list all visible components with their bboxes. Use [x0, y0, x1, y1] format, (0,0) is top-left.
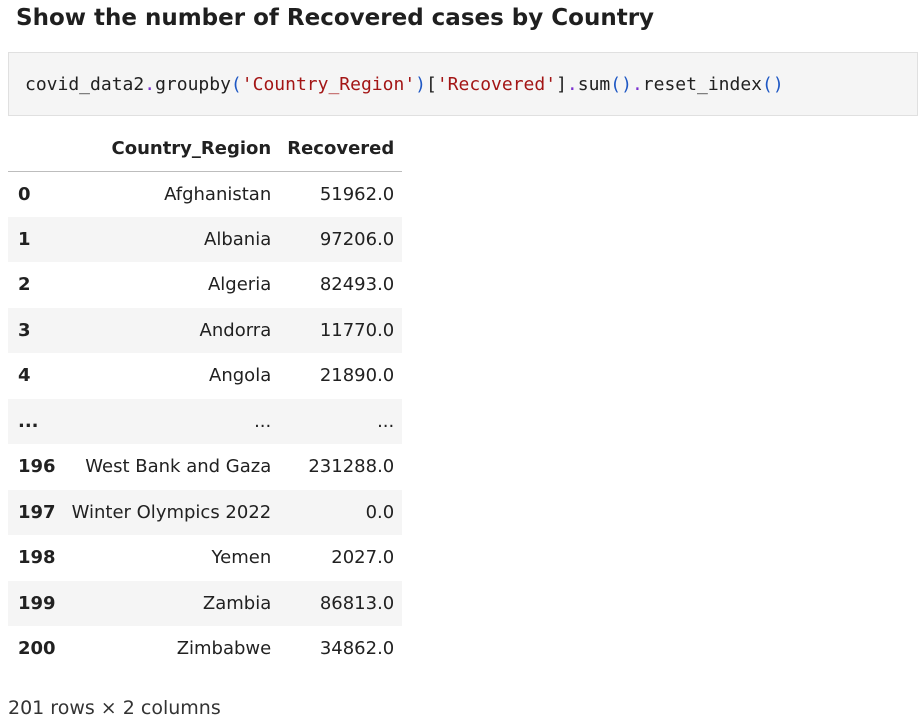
code-token: .: [144, 74, 156, 95]
cell-country-region: ...: [254, 410, 272, 432]
table-row: 197 Winter Olympics 2022 0.0: [8, 489, 403, 535]
code-token: covid_data2: [25, 74, 145, 95]
row-index: 0: [18, 183, 31, 205]
row-index: 200: [18, 638, 56, 660]
code-token: sum: [577, 74, 611, 95]
cell-recovered: 34862.0: [319, 638, 395, 660]
code-token: ]: [556, 74, 567, 95]
index-header: [8, 126, 64, 172]
column-header-country-region: Country_Region: [63, 126, 280, 172]
row-index: 3: [18, 319, 31, 341]
code-token: [: [426, 74, 437, 95]
cell-country-region: Albania: [204, 228, 272, 250]
cell-recovered: 51962.0: [319, 183, 395, 205]
row-index: 199: [18, 592, 56, 614]
table-row: 3 Andorra 11770.0: [8, 307, 403, 353]
row-index: 4: [18, 365, 31, 387]
code-token: groupby: [155, 74, 231, 95]
table-row: 0 Afghanistan 51962.0: [8, 171, 402, 217]
section-heading: Show the number of Recovered cases by Co…: [16, 5, 655, 31]
row-index: 197: [18, 501, 56, 523]
code-token: (): [762, 74, 784, 95]
cell-country-region: West Bank and Gaza: [85, 456, 272, 478]
row-index: 196: [18, 456, 56, 478]
row-index: 2: [18, 274, 31, 296]
cell-country-region: Zambia: [202, 592, 272, 614]
dataframe-table: Country_Region Recovered 0 Afghanistan 519…: [8, 126, 403, 672]
cell-country-region: Yemen: [211, 547, 272, 569]
table-row: 196 West Bank and Gaza 231288.0: [8, 444, 402, 490]
cell-recovered: 231288.0: [308, 456, 395, 478]
table-row: .........: [8, 398, 403, 444]
cell-recovered: 82493.0: [319, 274, 395, 296]
code-token: (: [230, 74, 242, 95]
table-row: 200 Zimbabwe 34862.0: [8, 626, 402, 672]
code-token: .: [566, 74, 578, 95]
cell-recovered: 86813.0: [319, 592, 395, 614]
table-row: 2 Algeria 82493.0: [8, 262, 402, 308]
row-count-summary: 201 rows × 2 columns: [8, 697, 221, 719]
code-token: .: [631, 74, 643, 95]
code-token: ): [415, 74, 426, 95]
code-token: 'Country_Region': [241, 74, 416, 95]
cell-country-region: Angola: [209, 365, 272, 387]
code-token: 'Recovered': [436, 74, 557, 95]
cell-recovered: ...: [377, 410, 395, 432]
code-token: (): [610, 74, 632, 95]
table-row: 1 Albania 97206.0: [8, 216, 403, 262]
cell-recovered: 11770.0: [319, 319, 395, 341]
code-cell[interactable]: covid_data2.groupby('Country_Region')['R…: [8, 52, 918, 116]
cell-recovered: 97206.0: [319, 228, 395, 250]
code-line: covid_data2.groupby('Country_Region')['R…: [25, 73, 784, 97]
table-row: 199 Zambia 86813.0: [8, 580, 403, 626]
row-index: ...: [18, 410, 39, 432]
cell-country-region: Winter Olympics 2022: [71, 501, 272, 523]
cell-country-region: Algeria: [207, 274, 272, 296]
code-token: reset_index: [642, 74, 763, 95]
cell-recovered: 0.0: [365, 501, 395, 523]
cell-country-region: Zimbabwe: [176, 638, 272, 660]
row-index: 198: [18, 547, 56, 569]
cell-recovered: 21890.0: [319, 365, 395, 387]
table-row: 4 Angola 21890.0: [8, 353, 402, 399]
table-row: 198 Yemen 2027.0: [8, 535, 402, 581]
cell-recovered: 2027.0: [331, 547, 395, 569]
cell-country-region: Andorra: [199, 319, 272, 341]
column-header-recovered: Recovered: [279, 126, 403, 172]
cell-country-region: Afghanistan: [164, 183, 272, 205]
row-index: 1: [18, 228, 31, 250]
table-header-row: Country_Region Recovered: [8, 126, 403, 172]
